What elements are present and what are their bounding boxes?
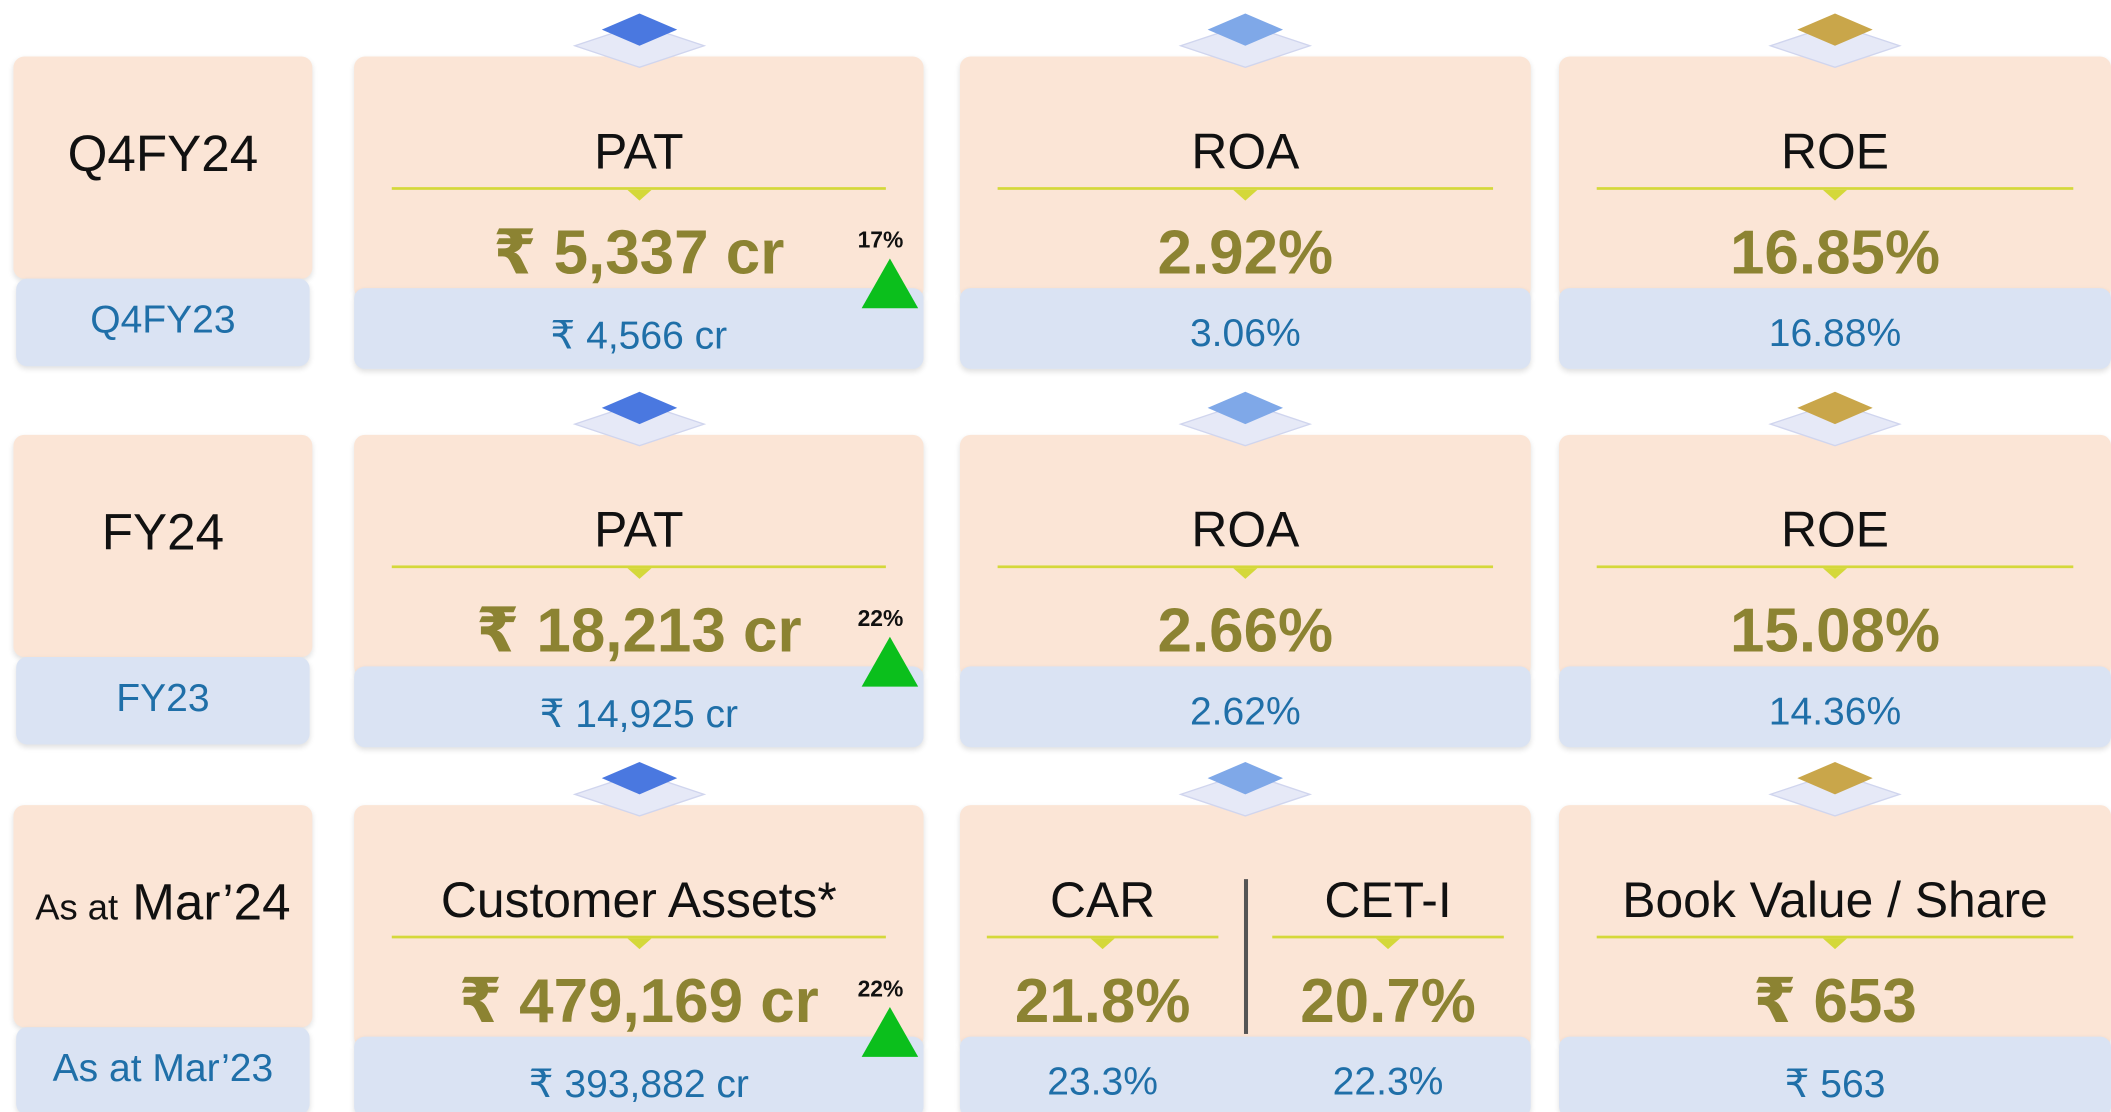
previous-period-box (16, 1027, 310, 1112)
card-icon (1768, 391, 1902, 447)
growth-label: 22% (857, 605, 904, 632)
metric-title: ROA (1191, 502, 1300, 558)
underline-notch (626, 189, 651, 201)
previous-value-box (959, 666, 1531, 748)
period-label: FY24 (101, 504, 225, 562)
previous-period-label: FY23 (116, 677, 210, 721)
card-icon (1178, 391, 1313, 447)
metric-value: ₹ 18,213 cr (476, 595, 802, 666)
previous-value-box (959, 1036, 1531, 1112)
title-underline (1596, 565, 2074, 569)
growth-arrow (861, 1007, 919, 1057)
card-icon (572, 391, 706, 447)
underline-notch (1822, 568, 1848, 579)
metric-card (959, 434, 1531, 678)
card-icon (572, 762, 706, 817)
period-box (13, 434, 313, 657)
title-underline (391, 565, 886, 569)
metric-value: ₹ 479,169 cr (458, 965, 819, 1036)
period-label: As at Mar’24 (13, 875, 312, 933)
metric-value: 16.85% (1729, 216, 1941, 287)
metric-value: 2.66% (1157, 595, 1334, 666)
metric-value: 2.92% (1157, 216, 1334, 287)
previous-value: ₹ 4,566 cr (550, 315, 728, 359)
metric-card (959, 56, 1531, 299)
metric-title: CET-I (1324, 872, 1452, 928)
previous-value: 14.36% (1768, 690, 1902, 734)
title-underline (1272, 935, 1504, 939)
metric-card (354, 805, 924, 1048)
underline-notch (1233, 189, 1258, 201)
title-underline (1596, 187, 2074, 190)
previous-value-box (959, 288, 1531, 369)
title-underline (1596, 935, 2074, 939)
metric-value: 15.08% (1729, 595, 1941, 666)
underline-notch (1375, 938, 1401, 950)
metric-value: 21.8% (1014, 965, 1191, 1036)
period-box (13, 56, 313, 279)
underline-notch (1822, 938, 1848, 950)
title-underline (391, 935, 886, 939)
metric-title: ROA (1191, 123, 1300, 180)
previous-value-box (1559, 1036, 2111, 1112)
previous-period-box (16, 656, 310, 745)
title-underline (391, 187, 886, 190)
previous-value: 2.62% (1189, 690, 1301, 734)
previous-period-label: Q4FY23 (90, 298, 236, 342)
period-box (13, 805, 313, 1028)
underline-notch (1822, 189, 1848, 201)
metric-title: ROE (1781, 123, 1889, 180)
growth-arrow (861, 258, 919, 309)
metric-card (1559, 56, 2111, 299)
metric-value: ₹ 653 (1753, 965, 1917, 1036)
previous-value: ₹ 14,925 cr (539, 693, 739, 737)
card-icon (1768, 13, 1902, 69)
growth-label: 22% (857, 976, 904, 1002)
metric-card (1559, 805, 2111, 1048)
growth-arrow (861, 636, 919, 687)
card-icon (1178, 762, 1313, 817)
underline-notch (626, 568, 651, 579)
period-name: Mar’24 (132, 875, 291, 932)
previous-value-box (1559, 288, 2111, 369)
previous-value: 22.3% (1332, 1060, 1444, 1104)
card-icon (1178, 13, 1313, 69)
previous-value-box (354, 1036, 924, 1112)
previous-value-box (354, 666, 924, 748)
metric-title: Book Value / Share (1622, 872, 2048, 928)
metric-title: ROE (1781, 502, 1889, 558)
previous-value: ₹ 393,882 cr (528, 1063, 749, 1107)
metric-card (354, 56, 924, 299)
underline-notch (1233, 568, 1258, 579)
metric-title: CAR (1050, 872, 1156, 928)
title-underline (997, 565, 1494, 569)
previous-value-box (1559, 666, 2111, 748)
card-icon (572, 13, 706, 69)
growth-label: 17% (857, 227, 904, 254)
previous-period-label: As at Mar’23 (52, 1047, 274, 1091)
metric-title: PAT (594, 502, 684, 558)
card-icon (1768, 762, 1902, 817)
period-label: Q4FY24 (67, 126, 259, 184)
underline-notch (1090, 938, 1115, 950)
previous-value: 23.3% (1047, 1060, 1158, 1104)
period-prefix: As at (35, 887, 119, 928)
metric-value: ₹ 5,337 cr (493, 216, 785, 287)
previous-value-box (354, 288, 924, 369)
metric-card (1559, 434, 2111, 678)
metric-divider (1243, 879, 1249, 1034)
underline-notch (626, 938, 651, 950)
metric-card (354, 434, 924, 678)
previous-period-box (16, 278, 310, 367)
previous-value: 16.88% (1768, 312, 1902, 356)
metric-title: PAT (594, 123, 684, 180)
metric-value: 20.7% (1300, 965, 1476, 1036)
title-underline (986, 935, 1219, 939)
previous-value: ₹ 563 (1784, 1063, 1886, 1107)
title-underline (997, 187, 1494, 190)
metric-title: Customer Assets* (440, 872, 837, 928)
previous-value: 3.06% (1189, 312, 1301, 356)
